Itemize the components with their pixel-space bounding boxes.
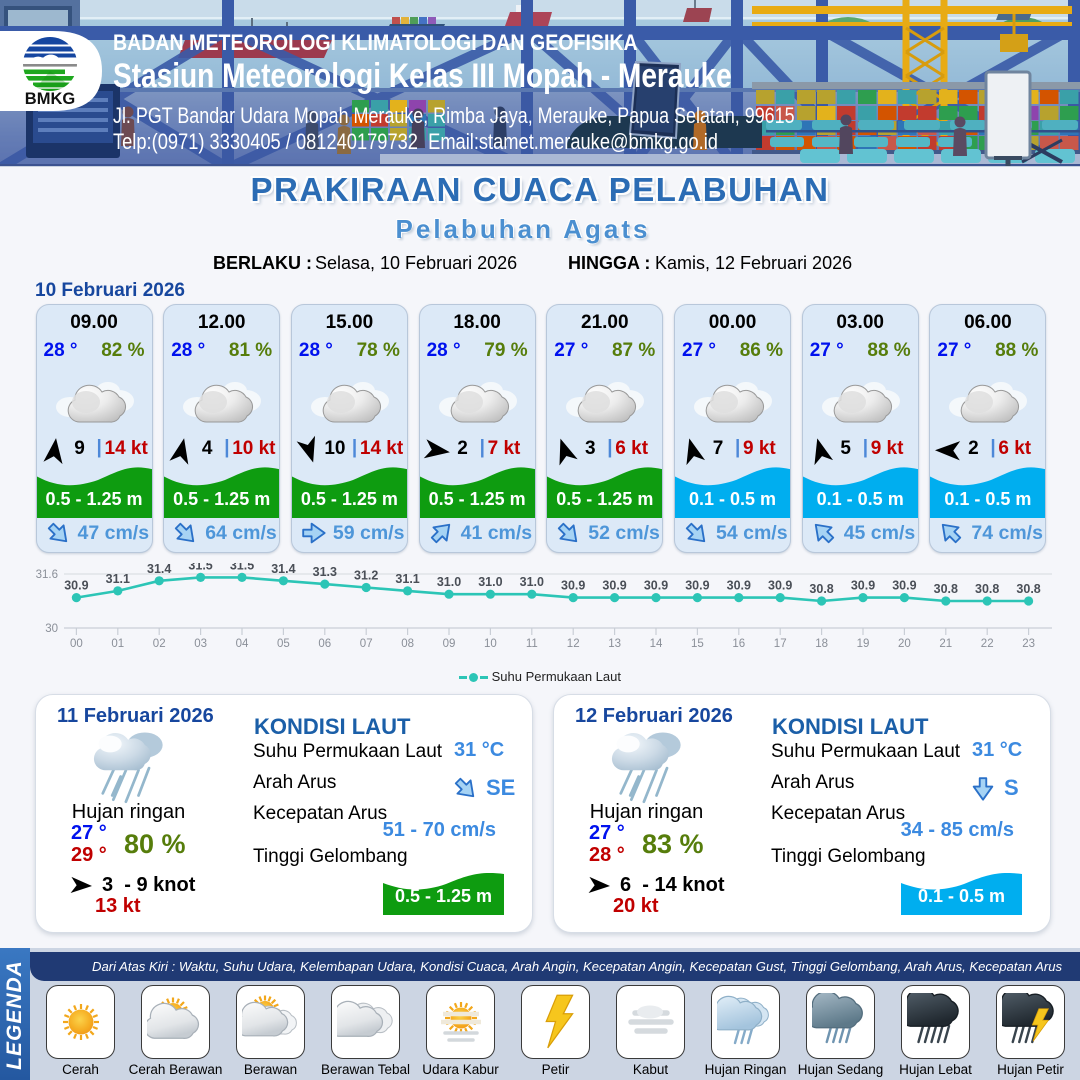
svg-text:03: 03: [194, 638, 207, 650]
svg-text:09: 09: [443, 638, 456, 650]
svg-text:31.6: 31.6: [36, 569, 58, 581]
svg-text:30.9: 30.9: [685, 579, 709, 593]
svg-text:31.4: 31.4: [271, 563, 295, 576]
svg-text:10: 10: [484, 638, 497, 650]
svg-text:23: 23: [1022, 638, 1035, 650]
svg-text:13: 13: [608, 638, 621, 650]
svg-text:31.3: 31.3: [313, 565, 337, 579]
svg-text:31.5: 31.5: [230, 563, 254, 572]
svg-text:BMKG: BMKG: [25, 90, 75, 107]
svg-text:31.0: 31.0: [437, 575, 461, 589]
svg-text:15: 15: [691, 638, 704, 650]
svg-text:31.2: 31.2: [354, 569, 378, 583]
svg-text:30.8: 30.8: [809, 582, 833, 596]
svg-text:22: 22: [981, 638, 994, 650]
svg-text:30.9: 30.9: [892, 579, 916, 593]
svg-text:30: 30: [45, 623, 58, 635]
svg-text:30.8: 30.8: [1016, 582, 1040, 596]
svg-text:08: 08: [401, 638, 414, 650]
svg-text:04: 04: [236, 638, 249, 650]
svg-text:11: 11: [526, 638, 538, 650]
svg-text:30.9: 30.9: [602, 579, 626, 593]
svg-text:19: 19: [857, 638, 870, 650]
svg-text:30.8: 30.8: [934, 582, 958, 596]
svg-text:31.1: 31.1: [395, 572, 419, 586]
svg-text:21: 21: [939, 638, 952, 650]
svg-text:30.9: 30.9: [851, 579, 875, 593]
svg-text:01: 01: [111, 638, 124, 650]
svg-text:17: 17: [774, 638, 787, 650]
svg-text:00: 00: [70, 638, 83, 650]
svg-text:14: 14: [650, 638, 663, 650]
svg-text:30.9: 30.9: [561, 579, 585, 593]
svg-text:05: 05: [277, 638, 290, 650]
svg-text:06: 06: [318, 638, 331, 650]
svg-text:30.9: 30.9: [64, 579, 88, 593]
svg-text:18: 18: [815, 638, 828, 650]
svg-text:31.4: 31.4: [147, 563, 171, 576]
svg-text:12: 12: [567, 638, 580, 650]
svg-text:31.5: 31.5: [188, 563, 212, 572]
svg-text:30.9: 30.9: [644, 579, 668, 593]
svg-text:16: 16: [732, 638, 745, 650]
svg-text:20: 20: [898, 638, 911, 650]
svg-text:30.8: 30.8: [975, 582, 999, 596]
svg-text:31.1: 31.1: [106, 572, 130, 586]
svg-text:31.0: 31.0: [520, 575, 544, 589]
svg-text:30.9: 30.9: [768, 579, 792, 593]
svg-text:30.9: 30.9: [727, 579, 751, 593]
svg-text:31.0: 31.0: [478, 575, 502, 589]
svg-text:02: 02: [153, 638, 166, 650]
svg-text:07: 07: [360, 638, 373, 650]
